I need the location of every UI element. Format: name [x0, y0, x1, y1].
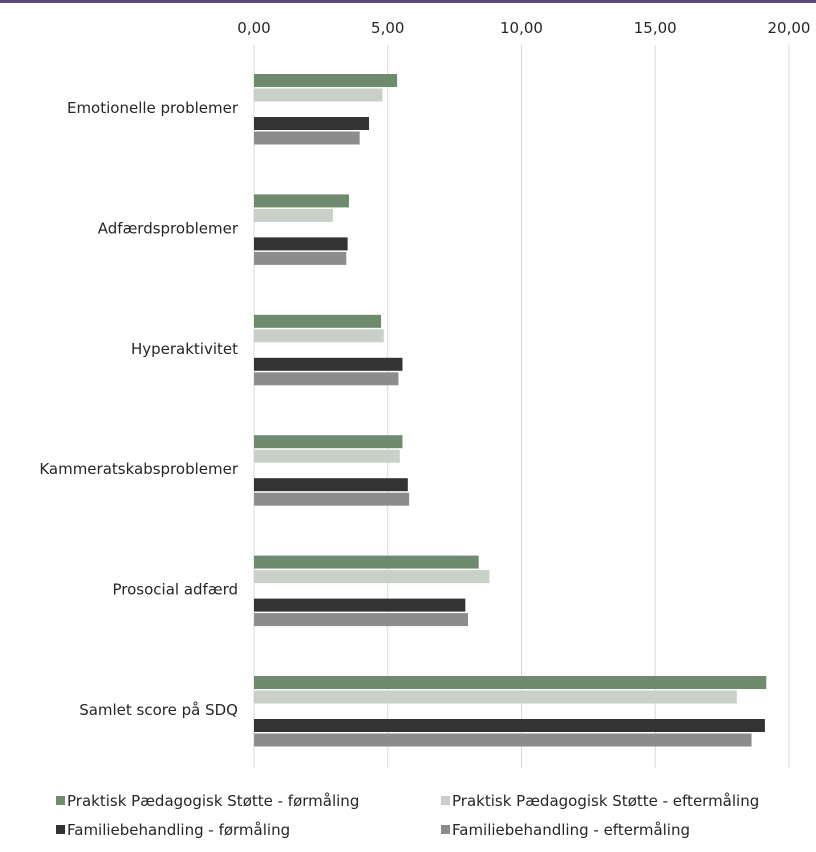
legend-label: Familiebehandling - eftermåling: [452, 821, 690, 839]
bar: [254, 719, 765, 732]
bar: [254, 357, 403, 371]
bar: [254, 88, 383, 102]
tick-label: 0,00: [237, 19, 270, 37]
legend-swatch: [441, 825, 450, 834]
category-label: Prosocial adfærd: [113, 581, 238, 599]
bar: [254, 117, 370, 130]
bar-layer: [254, 74, 767, 747]
bar: [254, 194, 349, 208]
category-label: Samlet score på SDQ: [79, 701, 238, 719]
bar: [254, 690, 737, 704]
bar: [254, 555, 479, 569]
bar: [254, 329, 384, 343]
tick-label: 5,00: [371, 19, 404, 37]
category-label: Hyperaktivitet: [131, 340, 238, 358]
bar: [254, 598, 466, 612]
tick-label: 10,00: [500, 19, 543, 37]
legend-swatch: [441, 796, 450, 805]
bar: [254, 251, 347, 265]
bar: [254, 449, 400, 463]
bar: [254, 314, 382, 328]
bar: [254, 237, 348, 251]
bar: [254, 613, 468, 627]
category-label: Kammeratskabsproblemer: [39, 460, 239, 478]
category-label: Emotionelle problemer: [67, 99, 239, 117]
legend-swatch: [56, 796, 65, 805]
bar: [254, 435, 403, 449]
bar: [254, 208, 333, 222]
bar: [254, 372, 399, 386]
bar: [254, 733, 752, 747]
legend-label: Praktisk Pædagogisk Støtte - førmåling: [67, 792, 359, 810]
top-rule: [0, 0, 816, 3]
bar: [254, 492, 410, 506]
category-label: Adfærdsproblemer: [98, 219, 239, 237]
bar: [254, 478, 408, 492]
grid-layer: [253, 45, 790, 768]
category-layer: Emotionelle problemer Adfærdsproblemer Hyp…: [39, 99, 239, 719]
bar: [254, 676, 767, 689]
tick-layer: 0,00 5,00 10,00 15,00 20,00: [237, 19, 810, 37]
legend-label: Praktisk Pædagogisk Støtte - eftermåling: [452, 792, 759, 810]
tick-label: 20,00: [768, 19, 811, 37]
legend-swatch: [56, 825, 65, 834]
bar: [254, 131, 360, 145]
bar: [254, 570, 490, 584]
legend-label: Familiebehandling - førmåling: [67, 821, 290, 839]
bar: [254, 74, 398, 87]
tick-label: 15,00: [634, 19, 677, 37]
legend: Praktisk Pædagogisk Støtte - førmåling Pr…: [56, 792, 759, 839]
